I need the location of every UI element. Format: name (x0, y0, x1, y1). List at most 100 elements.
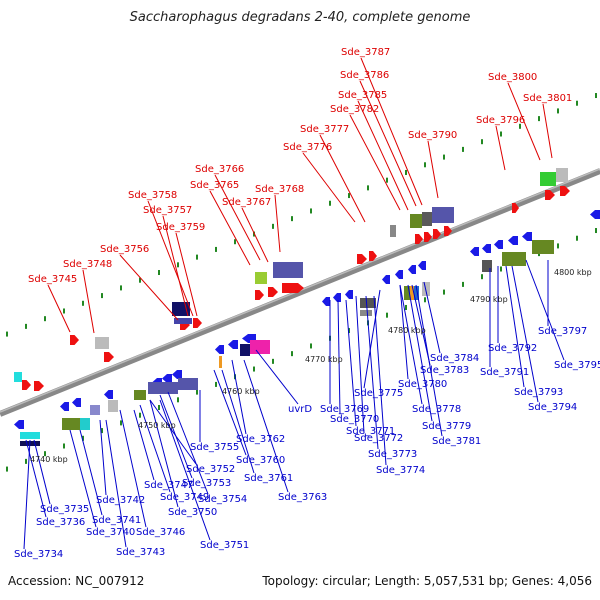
forward-leader-line (162, 215, 189, 317)
forward-gene-arrow (282, 283, 304, 293)
accession-text: Accession: NC_007912 (8, 574, 145, 588)
reverse-leader-line (99, 419, 107, 496)
track-dot (6, 331, 8, 337)
track-dot (462, 146, 464, 152)
reverse-gene-label: Sde_3747 (144, 480, 193, 491)
forward-leader-line (209, 190, 251, 266)
reverse-gene-label: Sde_3742 (96, 495, 145, 506)
track-dot (272, 358, 274, 364)
reverse-gene-arrow (162, 374, 172, 383)
track-dot (576, 235, 578, 241)
gene-box (414, 286, 419, 300)
reverse-gene-label: uvrD (288, 404, 312, 415)
reverse-leader-line (407, 284, 433, 422)
reverse-leader-line (511, 265, 539, 403)
track-dot (462, 281, 464, 287)
track-dot (101, 293, 103, 299)
track-dot (329, 200, 331, 206)
reverse-gene-label: Sde_3772 (354, 433, 403, 444)
track-dot (348, 328, 350, 334)
gene-box (540, 172, 556, 186)
forward-gene-arrow (104, 352, 114, 362)
gene-box (95, 337, 109, 349)
genome-summary: Topology: circular; Length: 5,057,531 bp… (262, 574, 592, 588)
reverse-gene-label: Sde_3754 (198, 494, 247, 505)
forward-gene-arrow (415, 234, 423, 244)
forward-leader-line (274, 194, 281, 253)
gene-box (148, 382, 178, 394)
track-dot (310, 343, 312, 349)
gene-box (219, 356, 222, 368)
reverse-leader-line (25, 439, 47, 518)
gene-box (134, 390, 146, 400)
reverse-leader-line (231, 359, 247, 435)
gene-box (410, 286, 414, 300)
reverse-gene-label: Sde_3749 (160, 492, 209, 503)
reverse-gene-label: Sde_3734 (14, 549, 63, 560)
gene-box (62, 418, 80, 430)
reverse-gene-label: Sde_3736 (36, 517, 85, 528)
gene-box (90, 405, 100, 415)
track-dot (82, 300, 84, 306)
forward-gene-label: Sde_3759 (156, 222, 205, 233)
forward-gene-arrow (34, 381, 44, 391)
reverse-gene-arrow (104, 390, 113, 399)
gene-box (174, 318, 192, 324)
reverse-leader-line (119, 409, 147, 528)
kbp-tick-label: 4790 kbp (470, 295, 508, 304)
reverse-gene-label: Sde_3763 (278, 492, 327, 503)
track-dot (481, 139, 483, 145)
genome-title: Saccharophagus degradans 2-40, complete … (129, 10, 471, 25)
forward-gene-label: Sde_3796 (476, 115, 525, 126)
track-dot (443, 154, 445, 160)
reverse-leader-line (221, 369, 255, 474)
track-dot (595, 228, 597, 234)
kbp-tick-label: 4800 kbp (554, 268, 592, 277)
track-dot (576, 100, 578, 106)
track-dot (120, 420, 122, 426)
gene-box (108, 400, 118, 412)
track-dot (519, 123, 521, 129)
forward-gene-arrow (357, 254, 367, 264)
gene-box (20, 432, 40, 439)
track-dot (272, 223, 274, 229)
reverse-leader-line (337, 299, 341, 415)
reverse-gene-arrow (172, 370, 182, 379)
reverse-gene-label: Sde_3771 (346, 426, 395, 437)
reverse-leader-line (345, 299, 357, 427)
forward-leader-line (357, 100, 409, 211)
forward-gene-label: Sde_3758 (128, 190, 177, 201)
reverse-leader-line (167, 391, 209, 495)
reverse-gene-arrow (395, 270, 403, 279)
reverse-gene-label: Sde_3779 (422, 421, 471, 432)
forward-gene-arrow (433, 229, 441, 239)
reverse-gene-label: Sde_3797 (538, 326, 587, 337)
reverse-leader-line (365, 295, 379, 450)
forward-leader-line (360, 57, 423, 206)
reverse-gene-label: Sde_3784 (430, 353, 479, 364)
track-dot (348, 193, 350, 199)
track-dot (101, 428, 103, 434)
reverse-leader-line (105, 419, 127, 548)
kbp-tick-label: 4760 kbp (222, 387, 260, 396)
track-dot (386, 177, 388, 183)
forward-leader-line (427, 140, 439, 199)
track-dot (63, 308, 65, 314)
label-leader-lines (23, 57, 565, 550)
reverse-gene-arrow (215, 345, 224, 354)
gene-box (482, 260, 492, 272)
reverse-gene-label: Sde_3773 (368, 449, 417, 460)
reverse-gene-label: Sde_3746 (136, 527, 185, 538)
track-dot (291, 216, 293, 222)
gene-box (360, 310, 372, 316)
forward-gene-arrow (512, 203, 519, 213)
reverse-gene-arrow (60, 402, 69, 411)
track-dot (424, 162, 426, 168)
reverse-leader-line (525, 259, 565, 361)
backbone-line (0, 168, 600, 417)
kbp-tick-label: 4740 kbp (30, 455, 68, 464)
forward-gene-arrow (268, 287, 278, 297)
track-dot (158, 270, 160, 276)
reverse-leader-line (159, 399, 211, 541)
track-dot (595, 93, 597, 99)
